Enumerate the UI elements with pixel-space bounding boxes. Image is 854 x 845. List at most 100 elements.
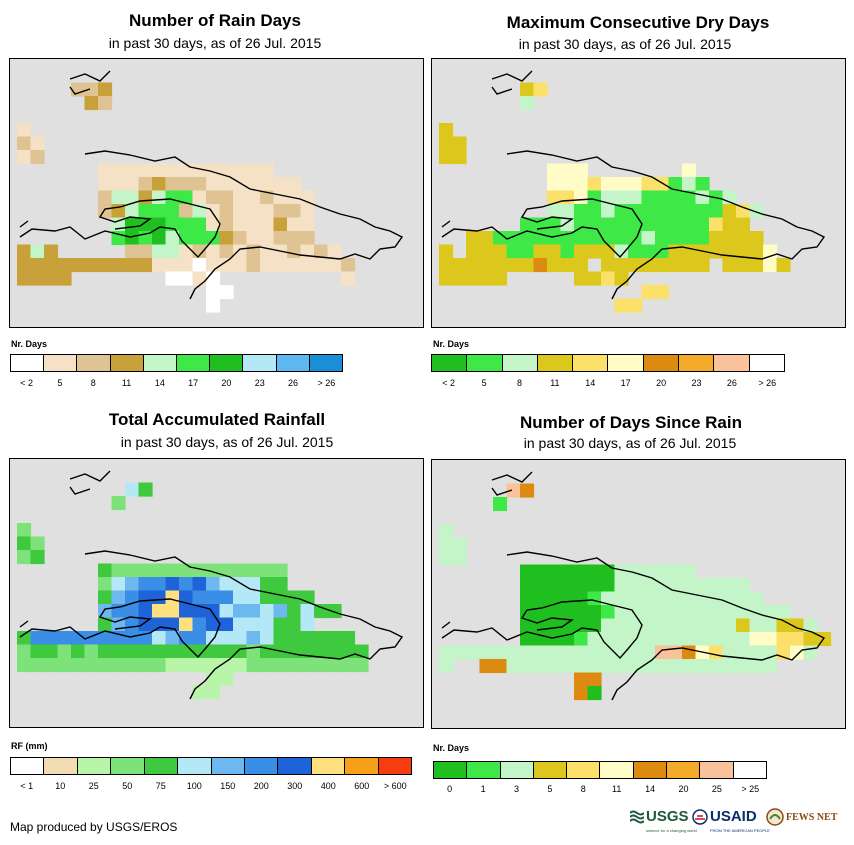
map-cell: [682, 204, 697, 219]
map-cell: [192, 177, 207, 192]
map-cell: [668, 618, 683, 633]
map-cell: [601, 659, 616, 674]
map-cell: [682, 217, 697, 232]
panel-title: Number of Rain Days: [129, 11, 301, 30]
legend-swatch: [44, 758, 78, 774]
map-cell: [179, 631, 194, 646]
fews-globe-icon: [766, 808, 784, 826]
map-cell: [614, 578, 629, 593]
map-cell: [574, 659, 589, 674]
legend-title: Nr. Days: [433, 743, 470, 753]
map-cell: [574, 271, 589, 286]
legend-label: 8: [90, 378, 96, 388]
map-cell: [641, 217, 656, 232]
map-cell: [520, 564, 535, 579]
map-cell: [84, 96, 99, 111]
map-cell: [138, 258, 153, 273]
map-cell: [709, 204, 724, 219]
map-cell: [587, 244, 602, 259]
map-cell: [206, 217, 221, 232]
map-cell: [682, 605, 697, 620]
map-cell: [125, 563, 140, 578]
map-cell: [790, 645, 805, 660]
map-days-since-rain[interactable]: [431, 459, 846, 729]
map-total-rainfall[interactable]: [9, 458, 424, 728]
map-cell: [98, 258, 113, 273]
map-cell: [192, 244, 207, 259]
map-cell: [111, 577, 126, 592]
map-cell: [790, 632, 805, 647]
map-max-dry-days[interactable]: [431, 58, 846, 328]
map-cell: [219, 604, 234, 619]
map-cell: [574, 190, 589, 205]
map-cell: [682, 632, 697, 647]
map-cell: [206, 190, 221, 205]
map-cell: [260, 590, 275, 605]
map-cell: [695, 177, 710, 192]
map-cell: [44, 271, 59, 286]
map-cell: [233, 217, 248, 232]
map-cell: [219, 258, 234, 273]
legend-labels: < 2 5 8 11 14 17 20 23 26 > 26: [431, 378, 785, 390]
map-cell: [219, 644, 234, 659]
map-cell: [300, 231, 315, 246]
map-cell: [466, 645, 481, 660]
map-cell: [655, 258, 670, 273]
map-cell: [641, 645, 656, 660]
map-cell: [614, 244, 629, 259]
legend-swatch: [714, 355, 750, 371]
map-cell: [587, 672, 602, 687]
map-cell: [641, 244, 656, 259]
map-cell: [749, 204, 764, 219]
map-cell: [520, 618, 535, 633]
map-cell: [179, 163, 194, 178]
map-cell: [273, 217, 288, 232]
map-cell: [641, 618, 656, 633]
map-cell: [493, 645, 508, 660]
map-cell: [547, 244, 562, 259]
map-cell: [493, 244, 508, 259]
legend-label: 400: [320, 781, 336, 791]
map-cell: [246, 258, 261, 273]
map-cell: [763, 632, 778, 647]
map-cell: [587, 605, 602, 620]
map-cell: [601, 244, 616, 259]
map-cell: [246, 590, 261, 605]
map-cell: [439, 551, 454, 566]
legend-swatch: [278, 758, 312, 774]
map-cell: [547, 258, 562, 273]
map-cell: [111, 163, 126, 178]
map-cell: [709, 618, 724, 633]
map-cell: [30, 136, 45, 151]
map-cell: [165, 163, 180, 178]
legend-swatch: [749, 355, 784, 371]
map-cell: [138, 617, 153, 632]
panel-subtitle: in past 30 days, as of 26 Jul. 2015: [120, 434, 334, 450]
usaid-seal-icon: [692, 808, 708, 825]
map-cell: [192, 590, 207, 605]
map-cell: [192, 258, 207, 273]
legend-label: 100: [186, 781, 202, 791]
map-cell: [641, 659, 656, 674]
map-cell: [682, 258, 697, 273]
map-cell: [520, 645, 535, 660]
map-cell: [614, 271, 629, 286]
map-rain-days[interactable]: [9, 58, 424, 328]
map-cell: [273, 658, 288, 673]
legend-swatch: [211, 758, 245, 774]
legend-bar: [431, 354, 785, 372]
legend-title: Nr. Days: [11, 339, 48, 349]
map-cell: [206, 258, 221, 273]
map-cell: [749, 645, 764, 660]
map-cell: [179, 604, 194, 619]
map-cell: [206, 271, 221, 286]
map-cell: [98, 82, 113, 97]
legend-label: 10: [55, 781, 66, 791]
map-cell: [138, 177, 153, 192]
legend-label: 20: [656, 378, 667, 388]
map-cell: [138, 590, 153, 605]
map-cell: [776, 258, 791, 273]
map-cell: [300, 658, 315, 673]
map-cell: [165, 177, 180, 192]
map-cell: [587, 578, 602, 593]
